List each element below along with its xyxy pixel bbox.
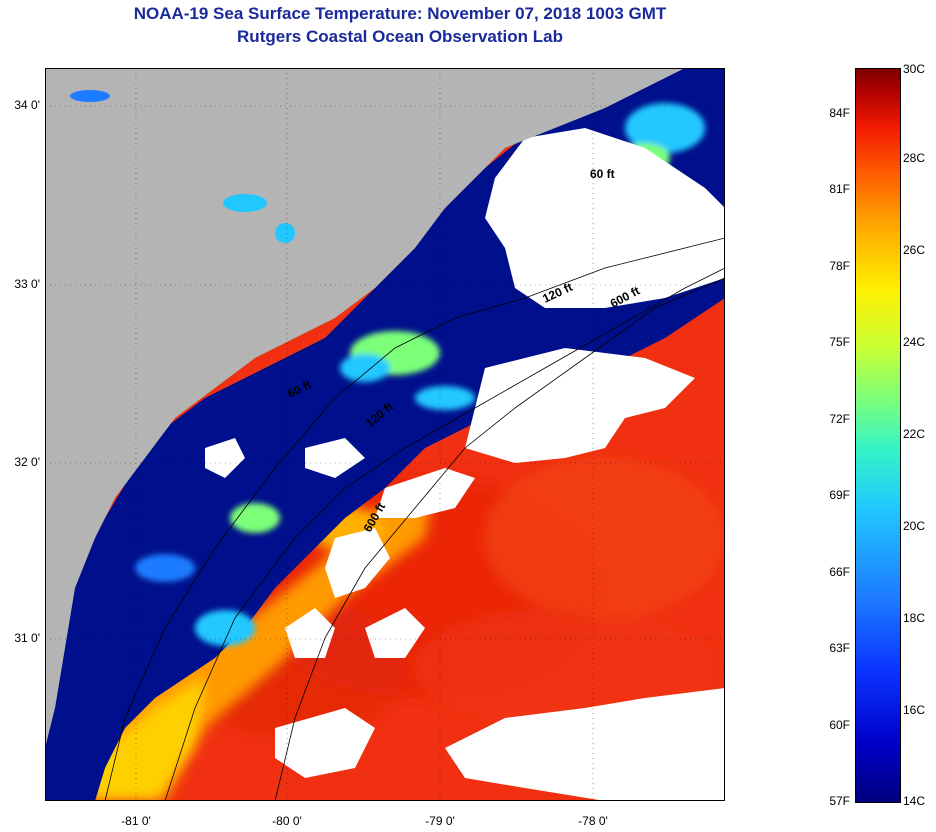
colorbar-c-label: 14C [903,794,926,808]
colorbar-f-label: 75F [829,335,850,349]
colorbar-c-label: 26C [903,243,926,257]
lon-label: -80 0' [272,814,302,828]
map-subtitle: Rutgers Coastal Ocean Observation Lab [237,27,563,46]
colorbar-c-label: 16C [903,703,926,717]
lat-label: 33 0' [14,277,40,291]
colorbar-c-label: 30C [903,62,926,76]
map-frame [45,68,725,801]
colorbar-c-label: 24C [903,335,926,349]
lon-label: -78 0' [578,814,608,828]
colorbar-c-label: 18C [903,611,926,625]
colorbar-f-label: 78F [829,259,850,273]
colorbar-f-label: 66F [829,565,850,579]
lon-label: -79 0' [425,814,455,828]
lat-lon-grid [45,68,725,801]
lat-label: 34 0' [14,98,40,112]
colorbar-f-label: 60F [829,718,850,732]
inland-lakes [70,90,295,243]
lon-label: -81 0' [121,814,151,828]
colorbar-c-label: 28C [903,151,926,165]
contour-label-60ft-north: 60 ft [590,167,615,181]
colorbar-c-label: 20C [903,519,926,533]
colorbar-f-label: 81F [829,182,850,196]
depth-contours [104,237,726,802]
sst-map-svg: 60 ft 120 ft 600 ft 60 ft 120 ft 600 ft [45,68,726,802]
colorbar-f-label: 63F [829,641,850,655]
colorbar-f-label: 84F [829,106,850,120]
cloud-cover [205,128,725,801]
warm-water-texture [185,458,725,738]
map-title: NOAA-19 Sea Surface Temperature: Novembe… [133,4,667,23]
colorbar-c-label: 22C [903,427,926,441]
land-region [45,68,685,748]
colorbar-f-label: 57F [829,794,850,808]
lat-label: 32 0' [14,455,40,469]
colorbar-f-label: 69F [829,488,850,502]
temperature-colorbar [855,68,901,803]
sst-map[interactable]: 60 ft 120 ft 600 ft 60 ft 120 ft 600 ft [45,68,726,802]
colorbar-f-label: 72F [829,412,850,426]
lat-label: 31 0' [14,631,40,645]
